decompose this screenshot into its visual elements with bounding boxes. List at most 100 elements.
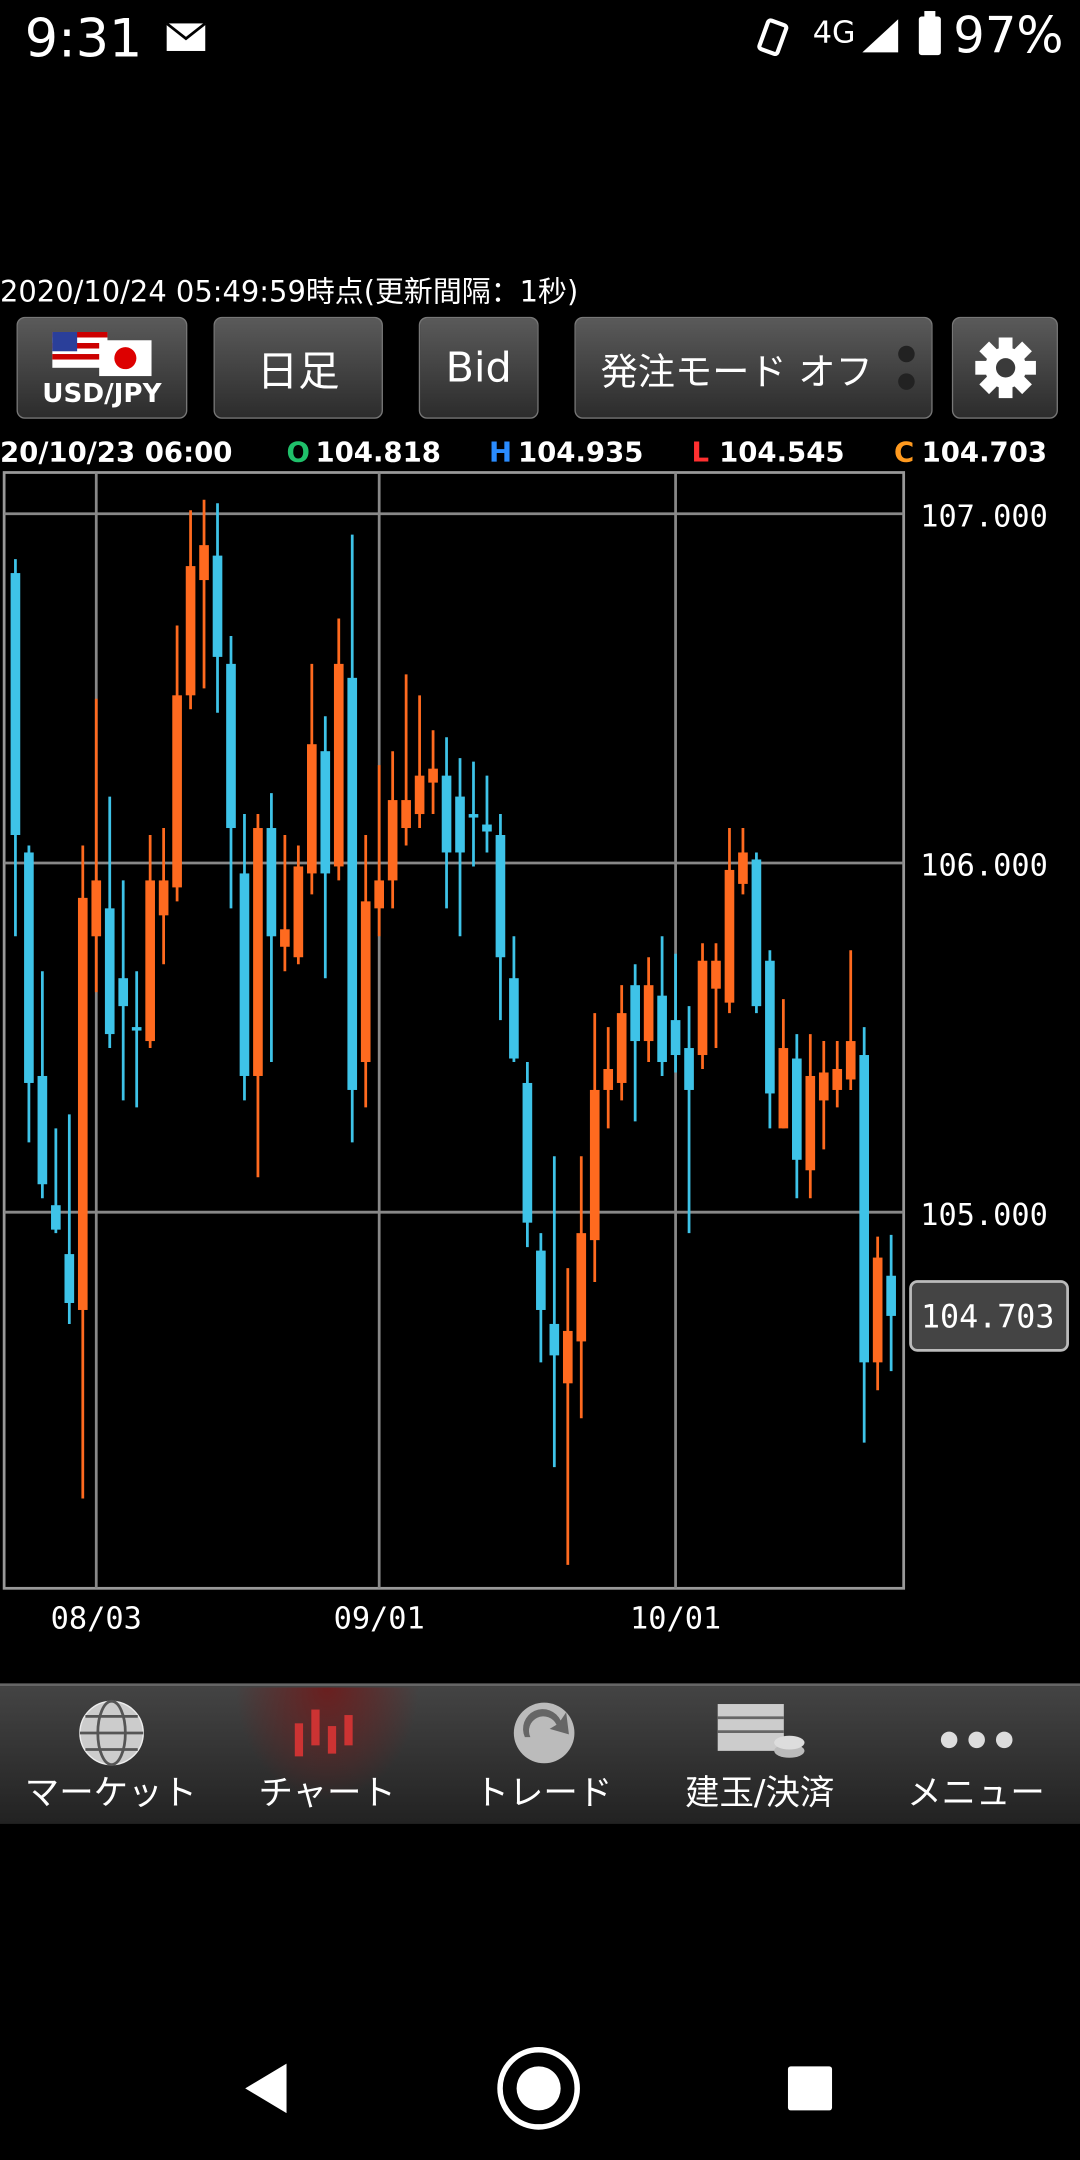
candle-body bbox=[37, 1075, 48, 1185]
plot-frame bbox=[2, 471, 906, 1590]
candle-body bbox=[589, 1089, 600, 1241]
low-value: 104.545 bbox=[719, 435, 845, 469]
back-button[interactable] bbox=[245, 2063, 287, 2114]
close-value: 104.703 bbox=[921, 435, 1048, 469]
gear-icon bbox=[974, 337, 1036, 399]
candle-body bbox=[778, 1048, 789, 1129]
candle-body bbox=[145, 880, 155, 1042]
status-time: 9:31 bbox=[24, 8, 143, 69]
price-type-button[interactable]: Bid bbox=[418, 316, 539, 419]
candle-body bbox=[293, 866, 304, 958]
nav-label: チャート bbox=[258, 1772, 396, 1813]
menu-icon bbox=[940, 1731, 1012, 1749]
nfc-icon bbox=[757, 18, 789, 57]
system-nav bbox=[245, 2047, 833, 2130]
candlestick-chart: 105.000 106.000 107.000 08/03 09/01 10/01 104.… bbox=[2, 471, 1069, 1636]
nav-menu[interactable]: メニュー bbox=[868, 1687, 1080, 1819]
candle-body bbox=[333, 663, 344, 867]
candle-body bbox=[401, 800, 411, 829]
open-value: 104.818 bbox=[315, 435, 441, 469]
settings-button[interactable] bbox=[951, 316, 1058, 419]
candle-body bbox=[266, 828, 277, 937]
order-mode-toggle[interactable]: 発注モード オフ bbox=[574, 316, 933, 419]
candle-body bbox=[280, 929, 290, 947]
nav-label: メニュー bbox=[907, 1772, 1045, 1813]
period-label: 日足 bbox=[256, 348, 340, 397]
candle-body bbox=[118, 978, 129, 1007]
open-letter: O bbox=[286, 435, 310, 469]
bar-date: 20/10/23 06:00 bbox=[0, 435, 233, 469]
recents-button[interactable] bbox=[787, 2066, 833, 2111]
nav-label: 建玉/決済 bbox=[685, 1772, 835, 1813]
candle-body bbox=[805, 1075, 816, 1171]
candle-body bbox=[482, 824, 492, 832]
candle-body bbox=[495, 835, 506, 958]
candle-body bbox=[158, 880, 169, 916]
candle-body bbox=[845, 1041, 856, 1080]
y-tick-label: 106.000 bbox=[920, 849, 1048, 884]
home-dot bbox=[516, 2066, 561, 2111]
candle-body bbox=[643, 985, 654, 1042]
timestamp: 2020/10/24 05:49:59時点(更新間隔：1秒) bbox=[0, 275, 579, 309]
candle-body bbox=[10, 573, 21, 836]
candle-body bbox=[657, 995, 667, 1063]
candle-body bbox=[711, 960, 721, 989]
candle-body bbox=[441, 775, 452, 853]
network: 4G bbox=[812, 16, 856, 51]
candle-body bbox=[818, 1072, 829, 1101]
x-tick-label: 08/03 bbox=[51, 1601, 142, 1636]
candle-body bbox=[374, 880, 385, 909]
close-letter: C bbox=[894, 435, 915, 469]
candle-body bbox=[603, 1068, 614, 1090]
candle-body bbox=[751, 859, 762, 1007]
nav-market[interactable]: マーケット bbox=[3, 1687, 219, 1819]
candle-body bbox=[886, 1275, 896, 1316]
current-price-label: 104.703 bbox=[921, 1300, 1054, 1336]
candle-body bbox=[549, 1323, 560, 1356]
y-tick-label: 105.000 bbox=[920, 1198, 1048, 1233]
high-letter: H bbox=[489, 435, 513, 469]
nav-trade[interactable]: トレード bbox=[435, 1687, 651, 1819]
candle-body bbox=[738, 852, 748, 884]
candle-body bbox=[307, 744, 317, 874]
price-type-label: Bid bbox=[445, 343, 512, 392]
period-button[interactable]: 日足 bbox=[213, 316, 383, 419]
globe-icon bbox=[78, 1699, 144, 1767]
candle-body bbox=[872, 1257, 883, 1363]
candle-body bbox=[724, 869, 735, 1003]
high-value: 104.935 bbox=[517, 435, 644, 469]
x-tick-label: 10/01 bbox=[630, 1601, 721, 1636]
low-letter: L bbox=[691, 435, 710, 469]
candle-body bbox=[199, 545, 209, 581]
candle-body bbox=[320, 751, 331, 874]
nav-positions[interactable]: 建玉/決済 bbox=[652, 1687, 868, 1819]
home-button[interactable] bbox=[497, 2047, 580, 2130]
candle-body bbox=[64, 1254, 75, 1303]
candle-body bbox=[104, 908, 115, 1035]
candle-body bbox=[616, 1013, 627, 1083]
candle-body bbox=[414, 775, 425, 815]
candle-body bbox=[239, 873, 250, 1076]
pair-button[interactable]: USD/JPY bbox=[16, 316, 188, 419]
chart-icon bbox=[294, 1709, 352, 1757]
battery-icon bbox=[918, 11, 941, 56]
candle-body bbox=[630, 985, 640, 1042]
candle-body bbox=[468, 814, 479, 818]
y-tick-label: 107.000 bbox=[920, 499, 1048, 534]
x-tick-label: 09/01 bbox=[334, 1601, 425, 1636]
nav-label: マーケット bbox=[24, 1772, 197, 1813]
candle-body bbox=[24, 852, 34, 1083]
candle-body bbox=[576, 1233, 587, 1342]
pair-label: USD/JPY bbox=[42, 378, 162, 410]
nav-chart[interactable]: チャート bbox=[219, 1687, 436, 1820]
toggle-dots bbox=[898, 345, 915, 390]
flags bbox=[52, 331, 152, 377]
candle-body bbox=[859, 1055, 870, 1363]
candle-body bbox=[226, 663, 236, 829]
candle-body bbox=[522, 1082, 533, 1223]
candle-body bbox=[792, 1058, 802, 1160]
candle-body bbox=[77, 897, 88, 1310]
current-price-box bbox=[909, 1280, 1069, 1352]
signal-icon bbox=[862, 19, 899, 53]
